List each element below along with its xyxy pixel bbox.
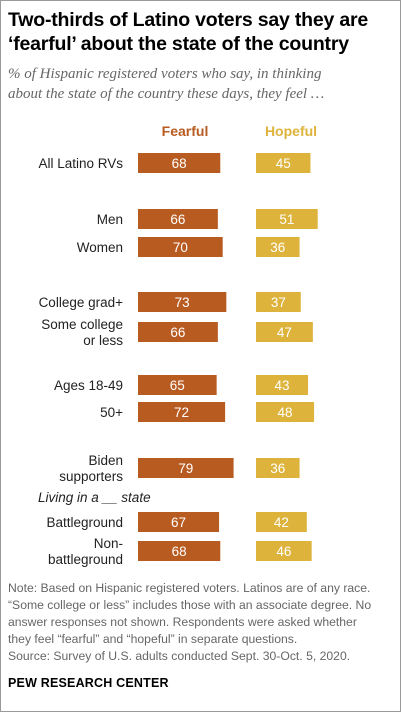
fearful-value-label: 72 (174, 405, 189, 420)
category-label: Some college or less (41, 317, 123, 348)
chart-note: Note: Based on Hispanic registered voter… (8, 580, 396, 665)
hopeful-value-label: 36 (270, 240, 285, 255)
fearful-bar (138, 512, 220, 532)
category-label: Non-battleground (48, 536, 123, 567)
fearful-bar (138, 375, 217, 395)
fearful-value-label: 68 (172, 156, 187, 171)
note-line: Note: Based on Hispanic registered voter… (8, 581, 371, 595)
hopeful-value-label: 47 (277, 325, 292, 340)
note-line: Source: Survey of U.S. adults conducted … (8, 649, 351, 663)
fearful-bar (138, 402, 226, 422)
hopeful-value-label: 43 (274, 378, 289, 393)
fearful-value-label: 66 (170, 212, 185, 227)
note-line: answer responses not shown. Respondents … (8, 615, 357, 629)
hopeful-value-label: 48 (278, 405, 293, 420)
fearful-bar (138, 237, 223, 257)
category-label: College grad+ (39, 295, 124, 310)
fearful-value-label: 66 (170, 325, 185, 340)
hopeful-value-label: 42 (274, 515, 289, 530)
note-line: they feel “fearful” and “hopeful” in sep… (8, 632, 298, 646)
hopeful-bar (256, 209, 318, 229)
fearful-value-label: 67 (171, 515, 186, 530)
source-footer: PEW RESEARCH CENTER (8, 676, 169, 690)
fearful-bar (138, 541, 221, 561)
subtitle-line: about the state of the country these day… (8, 86, 325, 102)
fearful-value-label: 65 (170, 378, 185, 393)
fearful-column-header: Fearful (161, 123, 209, 139)
fearful-bar (138, 322, 218, 342)
fearful-bar (138, 458, 234, 478)
category-label: Men (97, 212, 123, 227)
title-line: Two-thirds of Latino voters say they are (8, 9, 369, 31)
subtitle-line: % of Hispanic registered voters who say,… (8, 66, 322, 82)
category-label: Biden supporters (59, 453, 123, 484)
hopeful-value-label: 36 (270, 461, 285, 476)
hopeful-value-label: 51 (279, 212, 294, 227)
hopeful-bar (256, 237, 300, 257)
fearful-value-label: 73 (175, 295, 190, 310)
chart-title: Two-thirds of Latino voters say they are… (8, 8, 398, 56)
hopeful-bar (256, 541, 312, 561)
section-label: Living in a __ state (38, 490, 151, 505)
hopeful-bar (256, 512, 307, 532)
note-line: “Some college or less” includes those wi… (8, 598, 372, 612)
category-label: All Latino RVs (38, 156, 123, 171)
category-label: Battleground (46, 515, 123, 530)
hopeful-bar (256, 458, 300, 478)
fearful-bar (138, 292, 227, 312)
fearful-value-label: 70 (173, 240, 188, 255)
category-label: Women (77, 240, 123, 255)
hopeful-bar (256, 322, 313, 342)
hopeful-bar (256, 292, 301, 312)
fearful-bar (138, 153, 221, 173)
hopeful-value-label: 46 (276, 544, 291, 559)
category-label: Ages 18-49 (54, 378, 123, 393)
hopeful-bar (256, 402, 315, 422)
category-label: 50+ (100, 405, 123, 420)
bar-chart: All Latino RVs 68 45 Men 66 51 Women 70 36 Colleg… (38, 153, 318, 567)
hopeful-bar (256, 153, 311, 173)
fearful-value-label: 68 (172, 544, 187, 559)
title-line: ‘fearful’ about the state of the country (8, 33, 349, 55)
hopeful-column-header: Hopeful (264, 123, 318, 139)
chart-subtitle: % of Hispanic registered voters who say,… (8, 64, 393, 104)
hopeful-bar (256, 375, 309, 395)
hopeful-value-label: 37 (271, 295, 286, 310)
fearful-bar (138, 209, 218, 229)
fearful-value-label: 79 (178, 461, 193, 476)
hopeful-value-label: 45 (276, 156, 291, 171)
